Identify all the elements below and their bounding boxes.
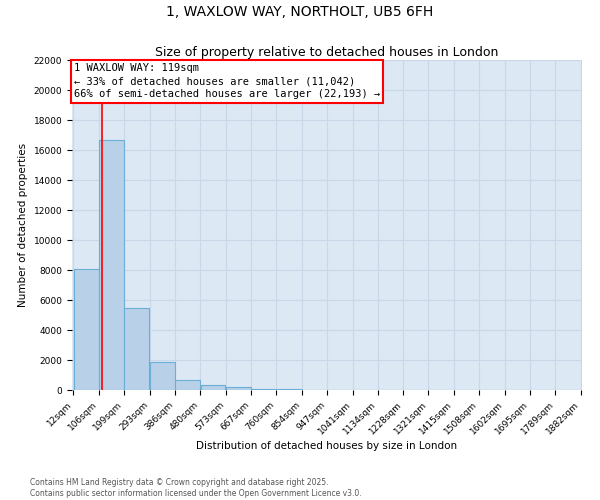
Bar	[277, 389, 302, 390]
Bar	[124, 308, 149, 390]
Bar	[175, 380, 200, 390]
Text: 1, WAXLOW WAY, NORTHOLT, UB5 6FH: 1, WAXLOW WAY, NORTHOLT, UB5 6FH	[166, 5, 434, 19]
Title: Size of property relative to detached houses in London: Size of property relative to detached ho…	[155, 46, 499, 59]
Y-axis label: Number of detached properties: Number of detached properties	[18, 143, 28, 307]
Bar	[226, 387, 251, 390]
Bar	[251, 388, 276, 390]
Bar	[99, 140, 124, 390]
Bar	[74, 268, 98, 390]
Text: 1 WAXLOW WAY: 119sqm
← 33% of detached houses are smaller (11,042)
66% of semi-d: 1 WAXLOW WAY: 119sqm ← 33% of detached h…	[74, 63, 380, 100]
Bar	[150, 362, 175, 390]
Text: Contains HM Land Registry data © Crown copyright and database right 2025.
Contai: Contains HM Land Registry data © Crown c…	[30, 478, 362, 498]
X-axis label: Distribution of detached houses by size in London: Distribution of detached houses by size …	[196, 442, 458, 452]
Bar	[200, 385, 225, 390]
